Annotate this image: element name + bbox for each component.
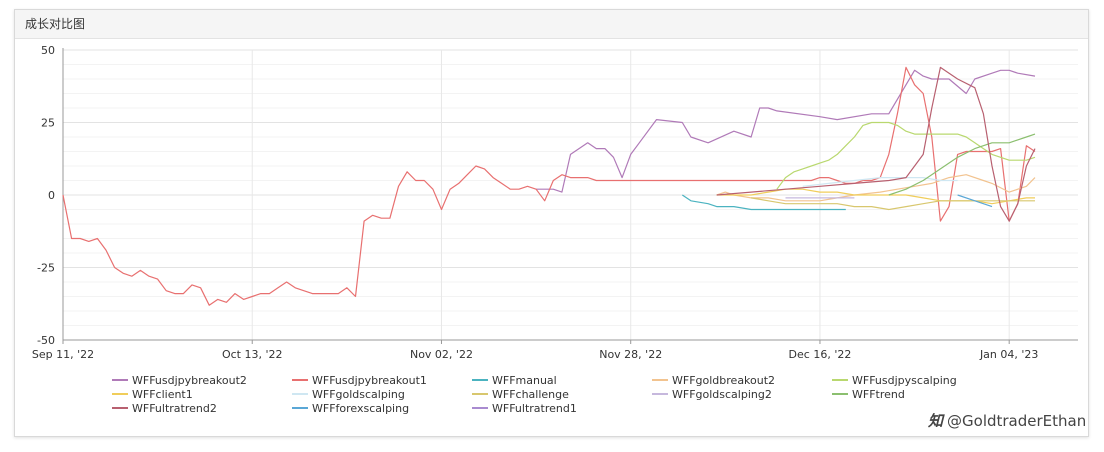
- legend-label: WFFforexscalping: [312, 402, 409, 415]
- series-layer: [62, 66, 1036, 306]
- y-tick-label: 25: [41, 117, 55, 130]
- legend-label: WFFultratrend2: [132, 402, 217, 415]
- legend-label: WFFultratrend1: [492, 402, 577, 415]
- legend-label: WFFgoldscalping: [312, 388, 405, 401]
- x-tick-label: Jan 04, '23: [979, 348, 1038, 361]
- x-tick-label: Nov 02, '22: [410, 348, 473, 361]
- series-line: [888, 133, 1036, 196]
- series-line: [957, 194, 993, 208]
- zhihu-logo: 知: [928, 412, 944, 430]
- y-tick-label: 50: [41, 44, 55, 57]
- x-tick-label: Dec 16, '22: [789, 348, 852, 361]
- x-tick-label: Sep 11, '22: [32, 348, 94, 361]
- series-line: [802, 177, 958, 187]
- legend-label: WFFclient1: [132, 388, 193, 401]
- chart-panel: 成长对比图: [14, 9, 1089, 437]
- series-line: [716, 66, 1036, 222]
- x-tick-label: Oct 13, '22: [222, 348, 283, 361]
- y-tick-label: 0: [48, 189, 55, 202]
- watermark: 知 @GoldtraderEthan: [928, 410, 1086, 431]
- grid-lines: [62, 48, 1078, 341]
- panel-title: 成长对比图: [15, 10, 1088, 39]
- y-tick-label: -25: [37, 262, 55, 275]
- series-line: [776, 121, 1036, 190]
- legend: WFFusdjpybreakout2 WFFusdjpybreakout1 WFFm…: [112, 374, 957, 415]
- legend-label: WFFtrend: [852, 388, 905, 401]
- legend-label: WFFusdjpybreakout1: [312, 374, 427, 387]
- legend-label: WFFmanual: [492, 374, 557, 387]
- legend-label: WFFusdjpybreakout2: [132, 374, 247, 387]
- legend-label: WFFchallenge: [492, 388, 569, 401]
- legend-label: WFFusdjpyscalping: [852, 374, 957, 387]
- series-line: [716, 174, 1036, 202]
- x-tick-label: Nov 28, '22: [599, 348, 662, 361]
- watermark-text: @GoldtraderEthan: [947, 412, 1087, 430]
- series-line: [681, 194, 846, 211]
- series-line: [62, 66, 1036, 306]
- y-tick-label: -50: [37, 334, 55, 347]
- legend-label: WFFgoldscalping2: [672, 388, 772, 401]
- legend-label: WFFgoldbreakout2: [672, 374, 775, 387]
- series-line: [536, 69, 1036, 193]
- series-line: [716, 188, 1035, 205]
- series-line: [751, 197, 1035, 211]
